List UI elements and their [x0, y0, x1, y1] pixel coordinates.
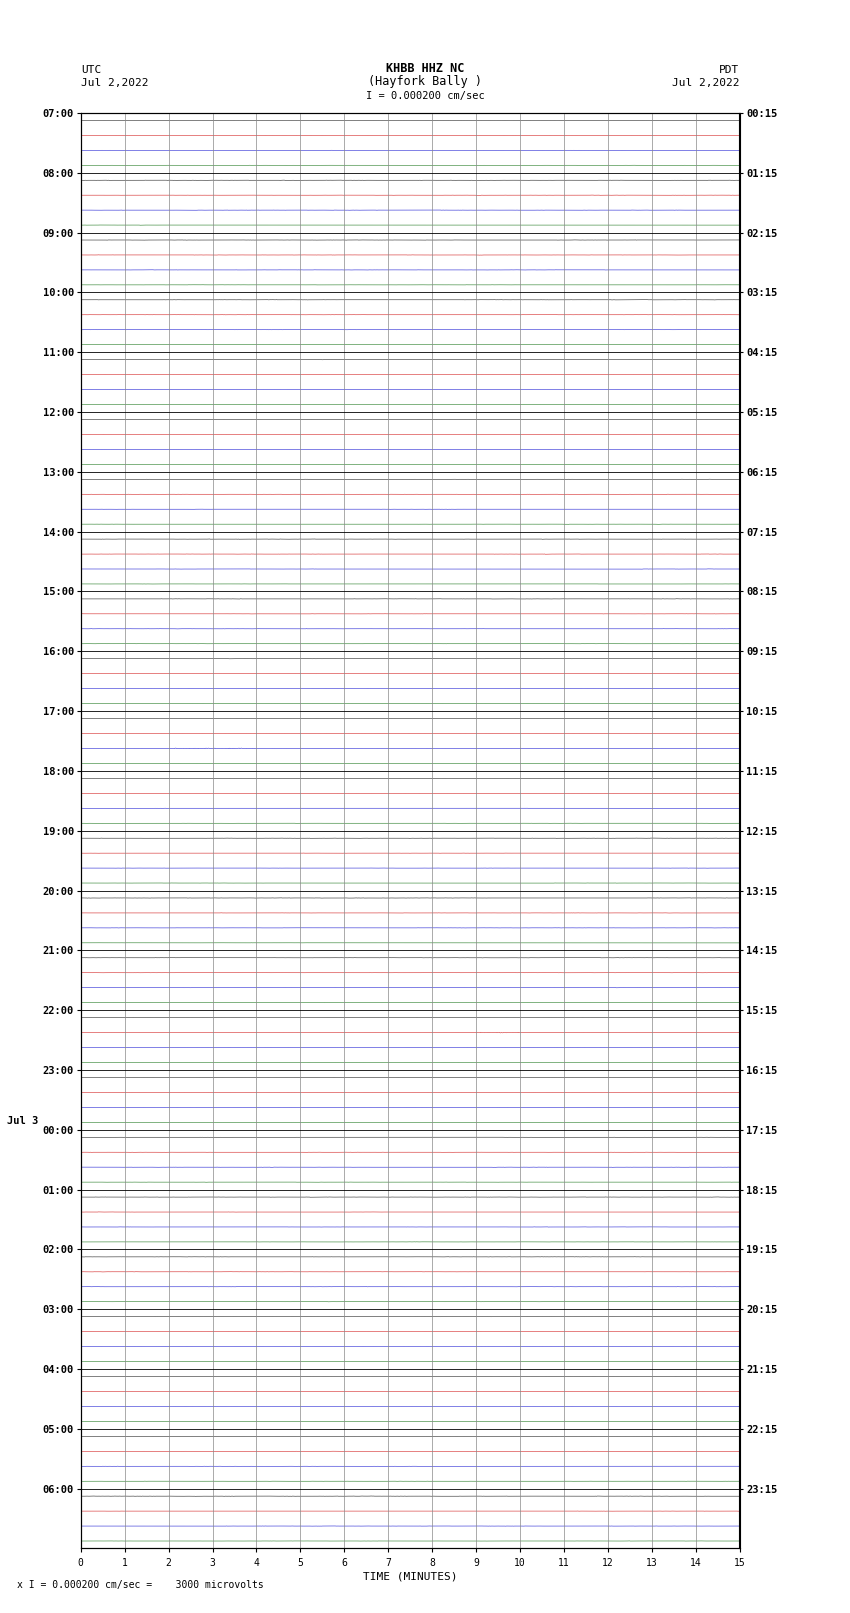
Text: x I = 0.000200 cm/sec =    3000 microvolts: x I = 0.000200 cm/sec = 3000 microvolts: [17, 1581, 264, 1590]
Text: PDT: PDT: [719, 65, 740, 76]
Text: UTC: UTC: [81, 65, 101, 76]
Text: Jul 2,2022: Jul 2,2022: [81, 77, 148, 87]
Text: I = 0.000200 cm/sec: I = 0.000200 cm/sec: [366, 90, 484, 100]
Text: KHBB HHZ NC: KHBB HHZ NC: [386, 61, 464, 76]
Text: Jul 3: Jul 3: [7, 1116, 38, 1126]
Text: Jul 2,2022: Jul 2,2022: [672, 77, 740, 87]
Text: (Hayfork Bally ): (Hayfork Bally ): [368, 74, 482, 87]
X-axis label: TIME (MINUTES): TIME (MINUTES): [363, 1571, 457, 1582]
